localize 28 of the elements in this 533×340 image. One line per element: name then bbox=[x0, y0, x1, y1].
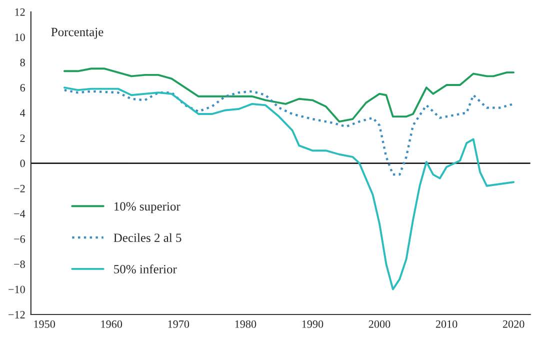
line-series bbox=[63, 88, 515, 176]
y-tick-label: 10 bbox=[15, 34, 25, 42]
y-tick-label: 0 bbox=[20, 160, 25, 168]
x-tick-label: 1950 bbox=[34, 320, 56, 328]
y-tick-label: 6 bbox=[20, 84, 26, 92]
x-tick-label: 1980 bbox=[235, 320, 256, 328]
legend-label: 10% superior bbox=[114, 202, 180, 214]
x-tick-label: 1960 bbox=[101, 320, 122, 328]
line-series bbox=[63, 86, 515, 290]
x-tick-label: 1990 bbox=[302, 320, 324, 328]
y-tick-label: 12 bbox=[15, 8, 25, 16]
y-tick-label: 4 bbox=[20, 109, 26, 117]
y-tick-label: 2 bbox=[20, 134, 25, 142]
y-tick-label: −4 bbox=[14, 210, 26, 218]
x-tick-label: 1970 bbox=[168, 320, 190, 328]
x-tick-label: 2000 bbox=[368, 320, 390, 328]
legend-label: 50% inferior bbox=[114, 264, 177, 274]
x-tick-label: 2020 bbox=[502, 320, 524, 328]
y-tick-label: −12 bbox=[8, 310, 25, 318]
x-tick-label: 2010 bbox=[436, 320, 458, 328]
y-tick-label: −8 bbox=[14, 260, 25, 268]
y-tick-label: −10 bbox=[8, 286, 25, 294]
y-tick-label: −2 bbox=[14, 184, 25, 192]
y-tick-label: −6 bbox=[14, 235, 26, 243]
y-axis-title: Porcentaje bbox=[51, 28, 104, 39]
y-tick-label: 8 bbox=[20, 58, 25, 66]
line-series bbox=[63, 68, 515, 123]
legend-label: Deciles 2 al 5 bbox=[114, 233, 182, 242]
